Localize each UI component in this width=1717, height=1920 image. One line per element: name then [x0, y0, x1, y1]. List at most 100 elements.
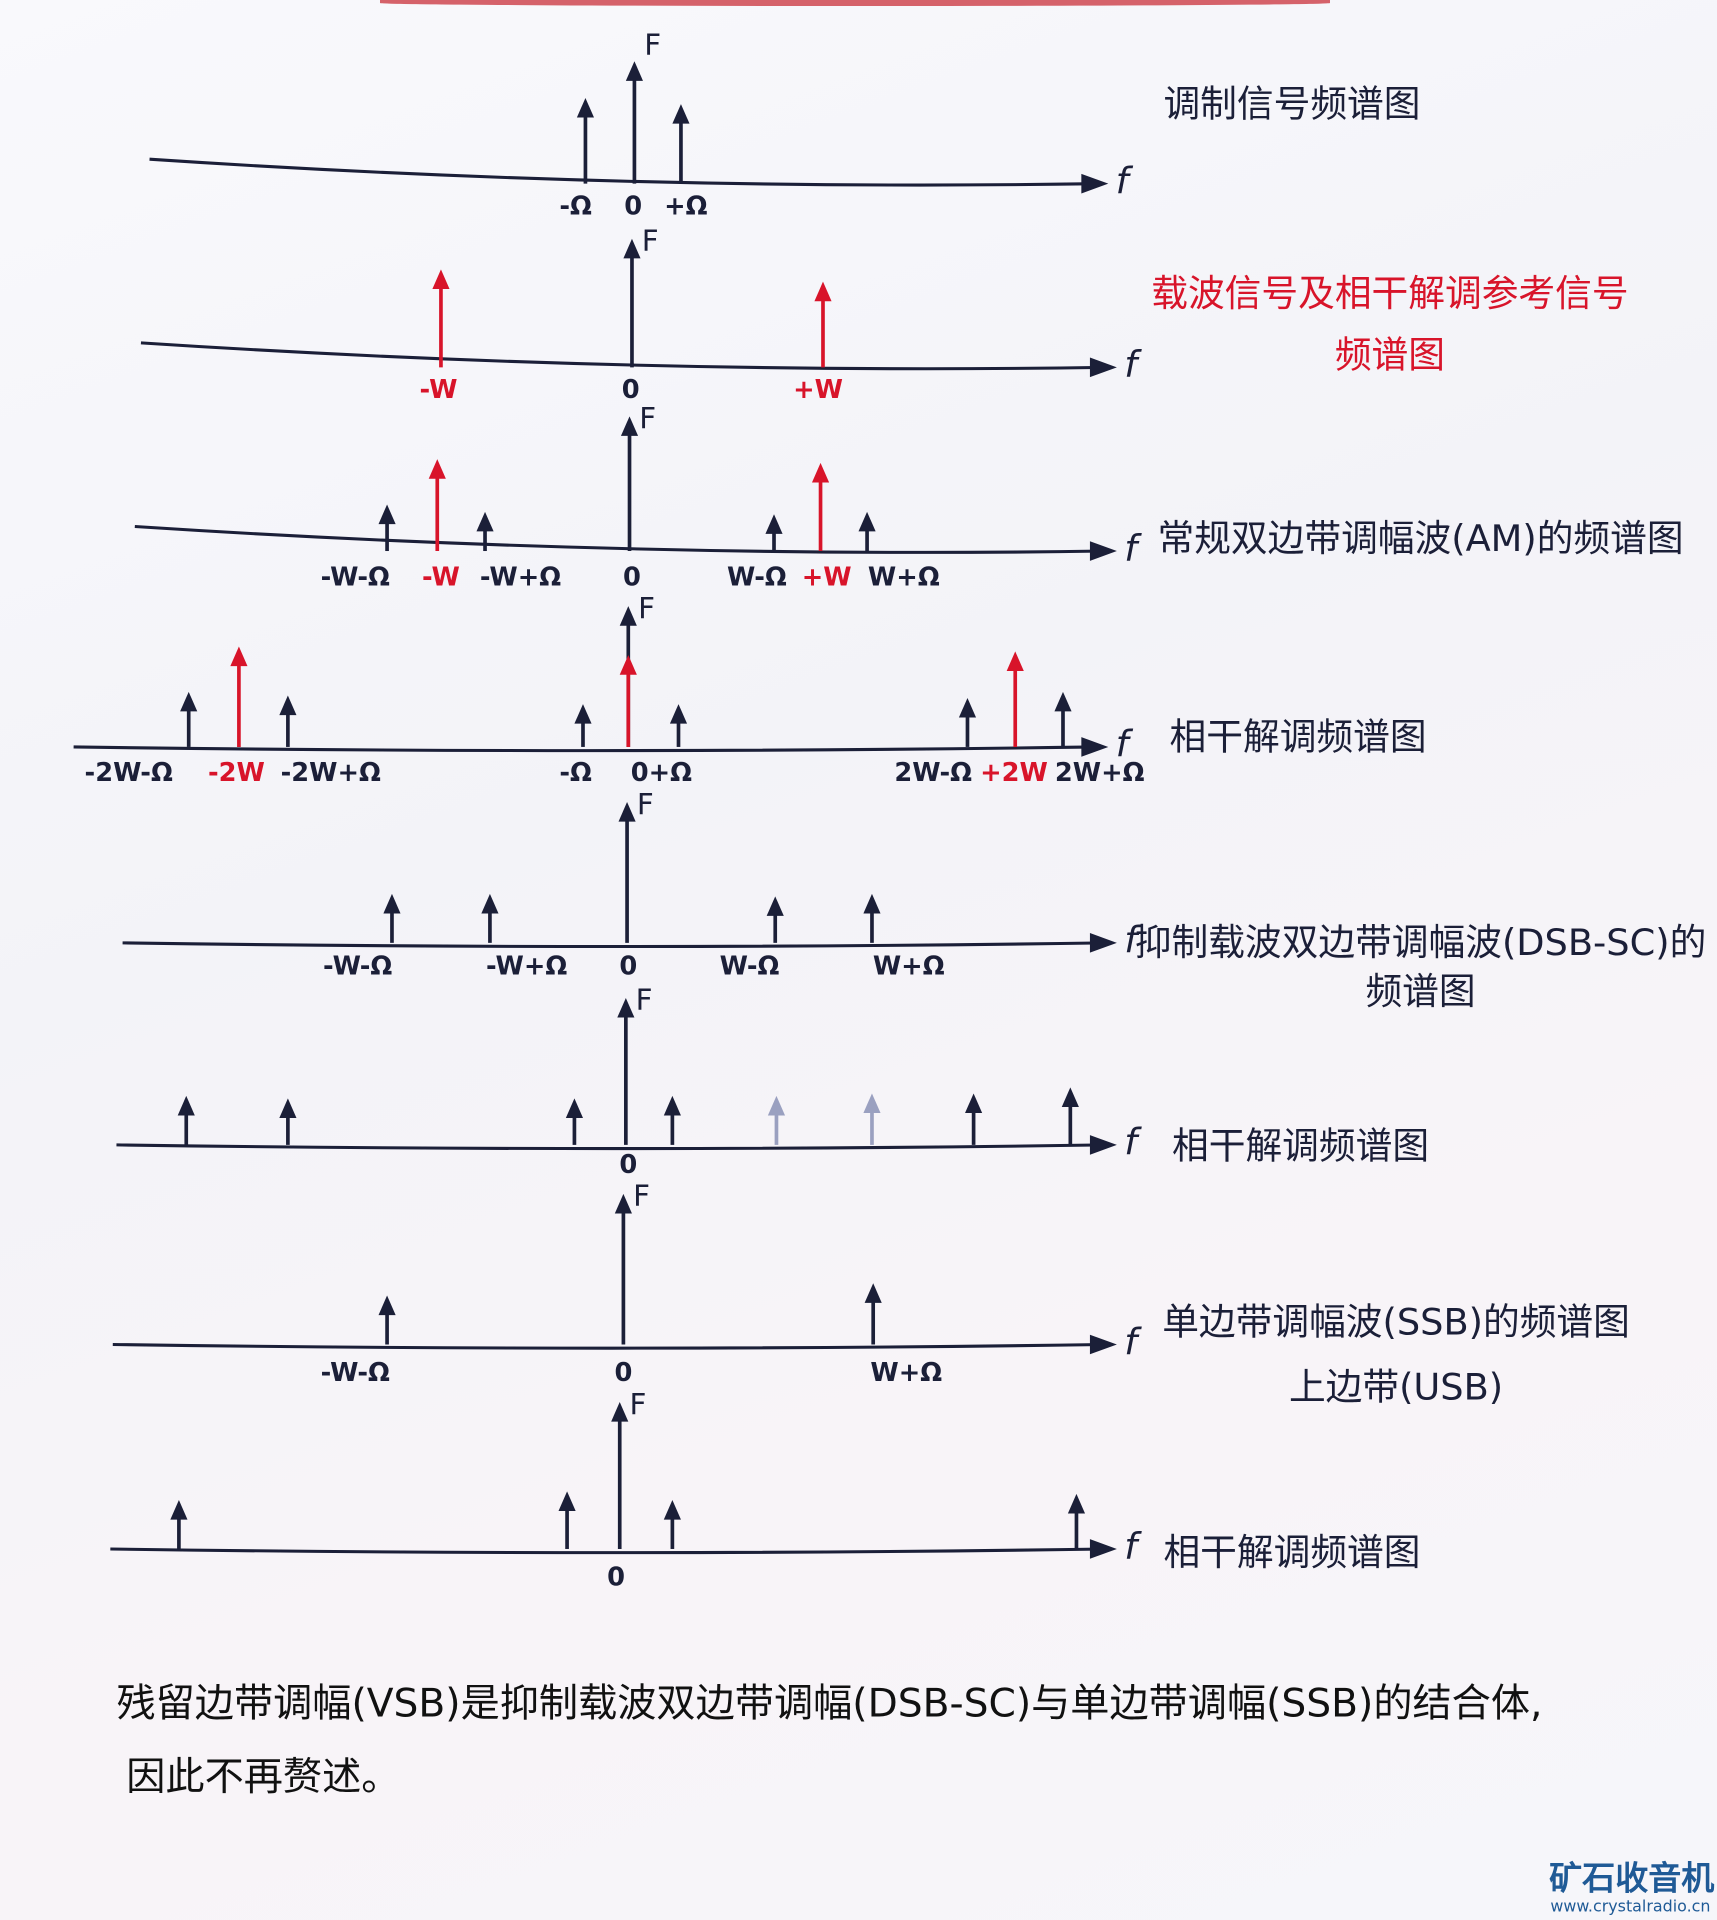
frequency-tick-label: -2W+Ω: [281, 758, 381, 788]
spectral-line-arrow: [863, 1093, 881, 1145]
frequency-axis: [149, 157, 1109, 194]
panel-title: 频谱图: [1365, 970, 1475, 1013]
watermark-logo: 矿石收音机: [1549, 1858, 1714, 1897]
frequency-tick-label: W-Ω: [727, 562, 787, 592]
spectral-line-arrow: [672, 104, 690, 184]
spectral-line-arrow: [378, 1295, 396, 1345]
F-axis-label: F: [636, 983, 653, 1017]
spectral-line-arrow: [558, 1491, 576, 1549]
frequency-tick-label: W+Ω: [868, 562, 940, 592]
spectral-line-arrow: [279, 1098, 297, 1145]
frequency-tick-label: 0: [614, 1358, 632, 1388]
spectrum-panel-6: f F 0 相干解调频谱图: [116, 983, 1429, 1180]
frequency-tick-label: +W: [802, 562, 852, 592]
frequency-tick-label: -2W-Ω: [85, 758, 173, 788]
frequency-tick-label: +2W: [980, 758, 1048, 788]
spectral-line-arrow: [1067, 1493, 1086, 1549]
F-axis-label: F: [638, 591, 655, 625]
note-line-1: 残留边带调幅(VSB)是抑制载波双边带调幅(DSB-SC)与单边带调幅(SSB)…: [116, 1682, 1542, 1727]
F-axis-label: F: [639, 402, 656, 436]
frequency-tick-label: -Ω: [559, 191, 592, 221]
spectral-line-arrow: [432, 269, 450, 368]
spectral-line-arrow: [863, 893, 881, 943]
spectral-line-arrow: [663, 1500, 681, 1549]
panel-title: 频谱图: [1335, 333, 1445, 376]
frequency-tick-label: -Ω: [559, 758, 592, 788]
F-axis-label: F: [644, 28, 661, 62]
spectral-line-arrow: [663, 1095, 681, 1145]
spectral-line-arrow: [230, 646, 248, 747]
F-axis: [614, 1193, 632, 1345]
frequency-tick-label: W-Ω: [720, 952, 780, 982]
panel-title: 调制信号频谱图: [1163, 82, 1420, 125]
frequency-tick-label: +W: [793, 375, 843, 405]
frequency-axis: [134, 525, 1117, 561]
frequency-tick-label: -W-Ω: [321, 1358, 390, 1388]
panel-title: 上边带(USB): [1289, 1366, 1503, 1409]
frequency-axis: [112, 1334, 1117, 1355]
f-axis-label: f: [1116, 159, 1134, 202]
F-axis-label: F: [642, 224, 659, 258]
f-axis-label: f: [1124, 1121, 1142, 1164]
panel-title: 相干解调频谱图: [1163, 1531, 1420, 1574]
spectral-line-arrow: [767, 1095, 786, 1145]
panel-title: 相干解调频谱图: [1170, 715, 1427, 758]
frequency-tick-label: 2W-Ω: [894, 758, 972, 788]
spectral-line-arrow: [814, 281, 832, 368]
frequency-tick-label: 0: [619, 952, 637, 982]
frequency-tick-label: W+Ω: [873, 952, 945, 982]
frequency-tick-label: -W-Ω: [321, 562, 390, 592]
spectrum-panel-1: f F -Ω 0 +Ω 调制信号频谱图: [149, 28, 1420, 221]
spectral-line-arrow: [383, 893, 401, 943]
panel-title: 载波信号及相干解调参考信号: [1151, 272, 1628, 315]
frequency-axis: [73, 737, 1109, 757]
spectral-line-arrow: [619, 655, 637, 747]
F-axis-label: F: [633, 1179, 650, 1213]
spectral-line-arrow: [1054, 691, 1072, 747]
frequency-tick-label: 0: [623, 562, 641, 592]
f-axis-label: f: [1124, 343, 1142, 386]
frequency-axis: [110, 1539, 1117, 1559]
page-top-edge: [380, 0, 1330, 6]
spectral-line-arrow: [576, 97, 595, 184]
spectral-line-arrow: [811, 462, 830, 552]
frequency-tick-label: 0: [619, 1150, 637, 1180]
frequency-tick-label: 0: [624, 191, 642, 221]
frequency-tick-label: -W: [420, 375, 458, 405]
F-axis: [617, 997, 635, 1145]
spectral-line-arrow: [481, 893, 499, 943]
frequency-tick-label: 2W+Ω: [1055, 758, 1145, 788]
panel-title: 单边带调幅波(SSB)的频谱图: [1162, 1301, 1630, 1344]
frequency-tick-label: -W+Ω: [480, 562, 561, 592]
F-axis: [620, 416, 639, 552]
spectral-line-arrow: [476, 511, 494, 552]
frequency-tick-label: 0: [622, 375, 640, 405]
F-axis: [611, 1402, 629, 1549]
F-axis: [618, 802, 636, 943]
spectral-line-arrow: [965, 1093, 983, 1145]
spectral-line-arrow: [1061, 1087, 1079, 1145]
note-line-2: 因此不再赘述。: [126, 1755, 400, 1800]
spectral-line-arrow: [180, 691, 198, 747]
spectrum-panel-8: f F 0 相干解调频谱图: [110, 1387, 1420, 1593]
spectral-line-arrow: [378, 504, 396, 552]
spectral-line-arrow: [428, 459, 446, 552]
frequency-axis: [122, 933, 1117, 953]
spectral-line-arrow: [669, 704, 688, 747]
frequency-tick-label: -2W: [208, 758, 265, 788]
f-axis-label: f: [1124, 1320, 1142, 1363]
frequency-tick-label: -W: [422, 562, 460, 592]
spectral-line-arrow: [574, 704, 592, 747]
panel-title: 抑制载波双边带调幅波(DSB-SC)的: [1135, 921, 1707, 964]
spectral-line-arrow: [1006, 651, 1024, 747]
frequency-tick-label: +Ω: [664, 191, 708, 221]
watermark-url: www.crystalradio.cn: [1550, 1896, 1710, 1915]
F-axis-label: F: [637, 787, 654, 821]
spectral-line-arrow: [177, 1095, 195, 1145]
frequency-axis: [140, 341, 1117, 378]
frequency-tick-label: 0: [607, 1563, 625, 1593]
